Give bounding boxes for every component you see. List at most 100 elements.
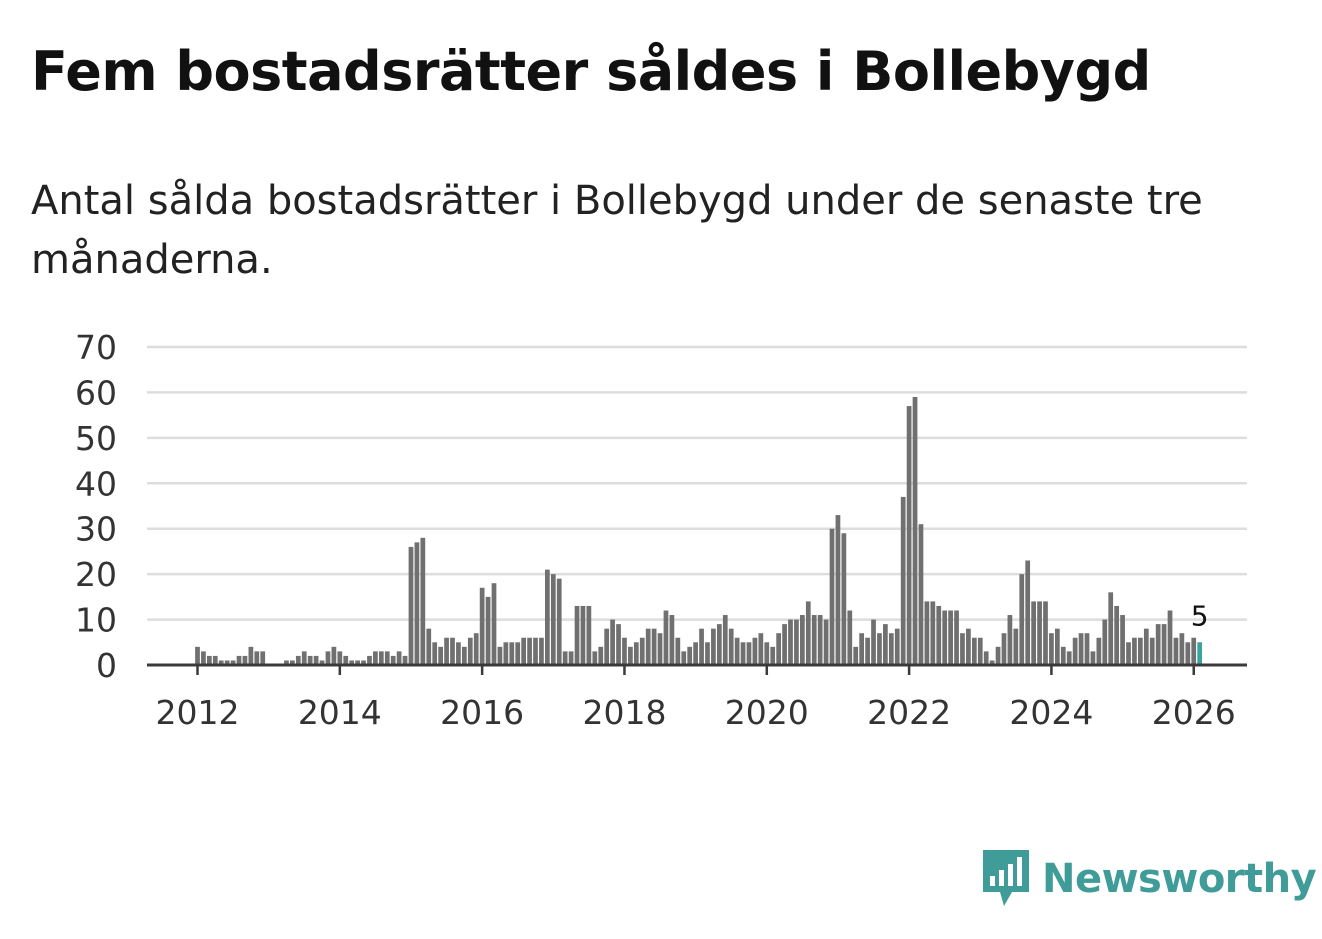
bar bbox=[924, 601, 930, 665]
bar bbox=[1084, 633, 1090, 665]
bar bbox=[343, 655, 349, 665]
bar bbox=[295, 655, 301, 665]
bar bbox=[651, 628, 657, 665]
newsworthy-logo: Newsworthy bbox=[980, 848, 1317, 910]
bar bbox=[438, 646, 443, 665]
bar bbox=[331, 646, 337, 665]
bar bbox=[722, 615, 728, 665]
bar bbox=[497, 646, 503, 665]
bar bbox=[936, 605, 942, 665]
bar bbox=[989, 660, 995, 665]
bar bbox=[503, 642, 509, 665]
bar bbox=[823, 619, 829, 665]
bar bbox=[900, 496, 906, 665]
bar bbox=[473, 633, 479, 665]
bar bbox=[1179, 633, 1185, 665]
bar bbox=[776, 633, 782, 665]
bar bbox=[948, 610, 953, 665]
bar bbox=[1126, 642, 1131, 665]
bar bbox=[604, 628, 610, 665]
bar bbox=[485, 596, 491, 665]
x-tick-label: 2024 bbox=[1009, 693, 1093, 732]
bar bbox=[960, 633, 965, 665]
bar bbox=[373, 651, 378, 665]
bar bbox=[805, 601, 811, 665]
bar bbox=[716, 624, 722, 665]
bar bbox=[628, 646, 633, 665]
bar bbox=[384, 651, 390, 665]
bar bbox=[408, 546, 414, 665]
bar bbox=[562, 651, 568, 665]
bar bbox=[420, 537, 426, 665]
bar bbox=[491, 583, 497, 665]
bar bbox=[1037, 601, 1042, 665]
bar bbox=[788, 619, 793, 665]
x-tick-label: 2026 bbox=[1152, 693, 1236, 732]
bar bbox=[254, 651, 260, 665]
bar bbox=[663, 610, 669, 665]
highlight-bar bbox=[1197, 642, 1203, 665]
bar bbox=[556, 578, 562, 665]
bar bbox=[367, 655, 372, 665]
y-tick-label: 10 bbox=[75, 601, 117, 640]
bar bbox=[1031, 601, 1036, 665]
bar bbox=[402, 655, 408, 665]
bar bbox=[568, 651, 574, 665]
bar bbox=[533, 637, 538, 665]
bar bbox=[983, 651, 989, 665]
bar bbox=[230, 660, 236, 665]
y-tick-label: 70 bbox=[75, 328, 117, 367]
bar bbox=[319, 660, 325, 665]
bar bbox=[539, 637, 544, 665]
bar bbox=[527, 637, 532, 665]
x-tick-label: 2018 bbox=[582, 693, 666, 732]
bar bbox=[966, 628, 971, 665]
y-tick-label: 50 bbox=[75, 419, 117, 458]
bar bbox=[1043, 601, 1048, 665]
bar bbox=[1001, 633, 1007, 665]
bar bbox=[746, 642, 752, 665]
bar bbox=[681, 651, 687, 665]
bar bbox=[1072, 637, 1078, 665]
bar bbox=[835, 515, 841, 665]
bar bbox=[954, 610, 959, 665]
bar bbox=[201, 651, 206, 665]
bar bbox=[218, 660, 224, 665]
bar bbox=[758, 633, 764, 665]
bar bbox=[1143, 628, 1149, 665]
bar bbox=[509, 642, 515, 665]
bar bbox=[396, 651, 402, 665]
bar bbox=[206, 655, 212, 665]
x-tick-label: 2016 bbox=[440, 693, 524, 732]
bar bbox=[337, 651, 343, 665]
bar bbox=[1108, 592, 1114, 665]
bar bbox=[752, 637, 758, 665]
bar bbox=[977, 637, 983, 665]
bar bbox=[1120, 615, 1125, 665]
bar bbox=[622, 637, 627, 665]
bar bbox=[782, 624, 787, 665]
bar-chart: 0 10 20 30 40 50 60 70 2012 2014 2016 2018 2020 2022 2… bbox=[75, 328, 1247, 732]
bar bbox=[829, 528, 835, 665]
bar bbox=[1049, 633, 1054, 665]
bar bbox=[847, 610, 853, 665]
x-tick-label: 2022 bbox=[867, 693, 951, 732]
bar bbox=[598, 646, 604, 665]
bar bbox=[1090, 651, 1096, 665]
bar bbox=[1078, 633, 1084, 665]
bar bbox=[794, 619, 799, 665]
bar bbox=[918, 524, 924, 665]
bar bbox=[693, 642, 698, 665]
x-tick-label: 2020 bbox=[725, 693, 809, 732]
bar bbox=[361, 660, 366, 665]
bar bbox=[580, 605, 586, 665]
brand-name: Newsworthy bbox=[1042, 856, 1317, 902]
bar bbox=[699, 628, 704, 665]
bar bbox=[1155, 624, 1161, 665]
bar bbox=[865, 637, 870, 665]
bar bbox=[301, 651, 307, 665]
bar bbox=[479, 587, 485, 665]
bar bbox=[390, 655, 396, 665]
bar bbox=[349, 660, 355, 665]
bar bbox=[461, 646, 467, 665]
